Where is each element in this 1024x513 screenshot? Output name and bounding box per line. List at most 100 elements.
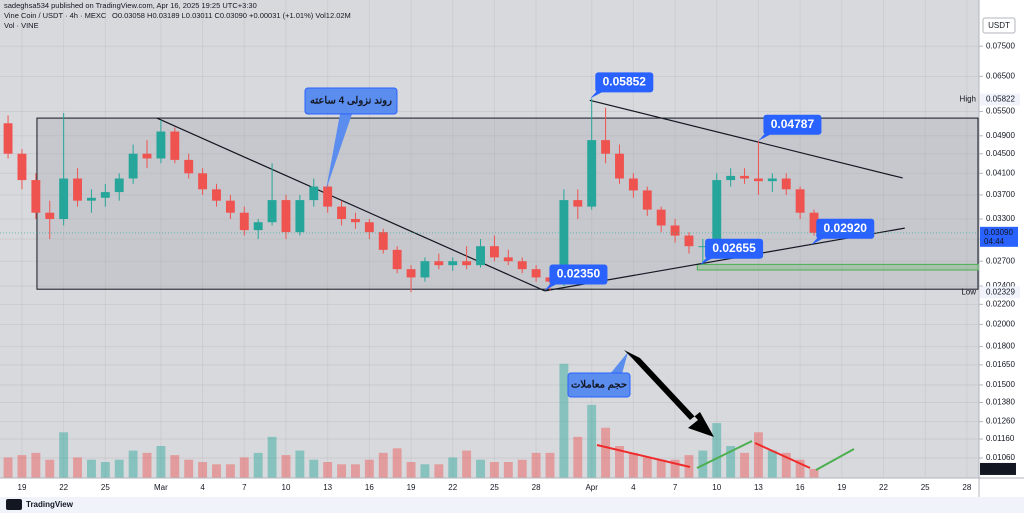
price-axis	[979, 0, 1024, 497]
x-tick-label: 10	[282, 483, 291, 492]
volume-bar	[656, 459, 666, 478]
candle-body	[198, 173, 208, 190]
x-tick-label: 19	[18, 483, 27, 492]
candle-body	[100, 192, 110, 198]
candle-body	[225, 200, 235, 213]
last-price: 0.03090	[984, 228, 1013, 237]
x-tick-label: 19	[407, 483, 416, 492]
candle-body	[3, 123, 13, 154]
candle-body	[489, 246, 499, 258]
volume-trend-green	[696, 440, 753, 469]
callout-box	[763, 114, 822, 135]
x-tick-label: Mar	[154, 483, 168, 492]
x-tick-label: 10	[712, 483, 721, 492]
candle-body	[170, 131, 180, 160]
publisher: sadeghsa534 published on TradingView.com…	[4, 1, 257, 10]
candle-body	[615, 153, 624, 179]
x-tick-label: 13	[323, 483, 332, 492]
volume-bar	[31, 452, 41, 478]
volume-bar	[753, 432, 763, 478]
volume-bar	[170, 455, 180, 478]
callout-box	[567, 372, 631, 398]
volume-bar	[587, 404, 597, 478]
y-tick-label: 0.02700	[986, 256, 1015, 265]
y-tick-label: 0.03300	[986, 214, 1015, 223]
volume-bar	[309, 459, 319, 478]
logo-icon	[6, 499, 22, 510]
candle-body	[642, 190, 652, 210]
currency[interactable]: USDT	[988, 21, 1010, 30]
y-tick-label: 0.02200	[986, 299, 1015, 308]
candle-body	[309, 186, 319, 201]
candle-body	[378, 232, 388, 250]
candle-body	[323, 186, 333, 207]
currency-box[interactable]	[982, 17, 1016, 34]
candle-body	[573, 200, 583, 207]
volume-bar	[809, 468, 819, 478]
candle-body	[295, 200, 305, 233]
volume-bar	[184, 459, 194, 478]
footer-bar	[0, 497, 1024, 513]
x-tick-label: 4	[631, 483, 636, 492]
candle-body	[781, 178, 791, 190]
x-tick-label: 25	[921, 483, 930, 492]
x-tick-label: 7	[673, 483, 678, 492]
plot-area	[0, 0, 979, 478]
candle-body	[809, 212, 819, 233]
volume-bar	[239, 457, 249, 478]
volume-bar	[128, 450, 138, 478]
x-tick-label: 13	[754, 483, 763, 492]
price-tag: 0.02329	[986, 287, 1015, 296]
candle-body	[392, 249, 402, 270]
callout-box	[705, 238, 764, 259]
callout-label: 0.04787	[771, 117, 815, 131]
volume-legend: Vol · VINE	[4, 21, 39, 30]
x-tick-label: 16	[365, 483, 374, 492]
y-tick-label: 0.07500	[986, 41, 1015, 50]
volume-bar	[295, 450, 305, 478]
volume-bar	[573, 436, 583, 478]
price-tag: 0.05822	[986, 95, 1015, 104]
volume-bar	[59, 432, 69, 478]
footer-logo: TradingView	[26, 500, 74, 509]
volume-annotation: حجم معاملات	[571, 380, 627, 391]
candle-body	[517, 261, 527, 270]
symbol: Vine Coin / USDT · 4h · MEXC	[4, 11, 107, 20]
volume-bar	[3, 457, 13, 478]
volume-bar	[434, 464, 444, 478]
volume-bar	[503, 462, 513, 478]
x-tick-label: 22	[448, 483, 457, 492]
candle-body	[31, 180, 41, 213]
y-tick-label: 0.06500	[986, 71, 1015, 80]
volume-bar	[615, 446, 624, 478]
volume-bar	[351, 464, 360, 478]
candle-body	[73, 178, 82, 201]
y-tick-label: 0.01060	[986, 453, 1015, 462]
candle-body	[364, 222, 374, 233]
candle-body	[281, 200, 291, 233]
candle-body	[253, 222, 263, 231]
x-tick-label: 4	[200, 483, 205, 492]
candle-body	[212, 189, 221, 201]
volume-tag-box	[980, 462, 1016, 475]
y-tick-label: 0.05500	[986, 107, 1015, 116]
callout-box	[816, 218, 875, 239]
y-tick-label: 0.01160	[986, 434, 1015, 443]
volume-bar	[406, 462, 416, 478]
volume-tag: 19.78M	[984, 464, 1011, 473]
volume-bar	[142, 452, 152, 478]
volume-bar	[670, 459, 680, 478]
volume-bar	[198, 462, 208, 478]
volume-bar	[337, 464, 347, 478]
x-tick-label: 22	[59, 483, 68, 492]
callout-label: 0.02655	[712, 241, 756, 255]
x-tick-label: 7	[242, 483, 247, 492]
candle-body	[531, 269, 541, 278]
volume-bar	[86, 459, 96, 478]
y-tick-label: 0.01260	[986, 417, 1015, 426]
candle-body	[337, 206, 347, 219]
volume-bar	[392, 448, 402, 478]
callout-label: 0.02920	[824, 221, 868, 235]
callout-pointer	[326, 114, 352, 190]
volume-bar	[156, 446, 166, 478]
